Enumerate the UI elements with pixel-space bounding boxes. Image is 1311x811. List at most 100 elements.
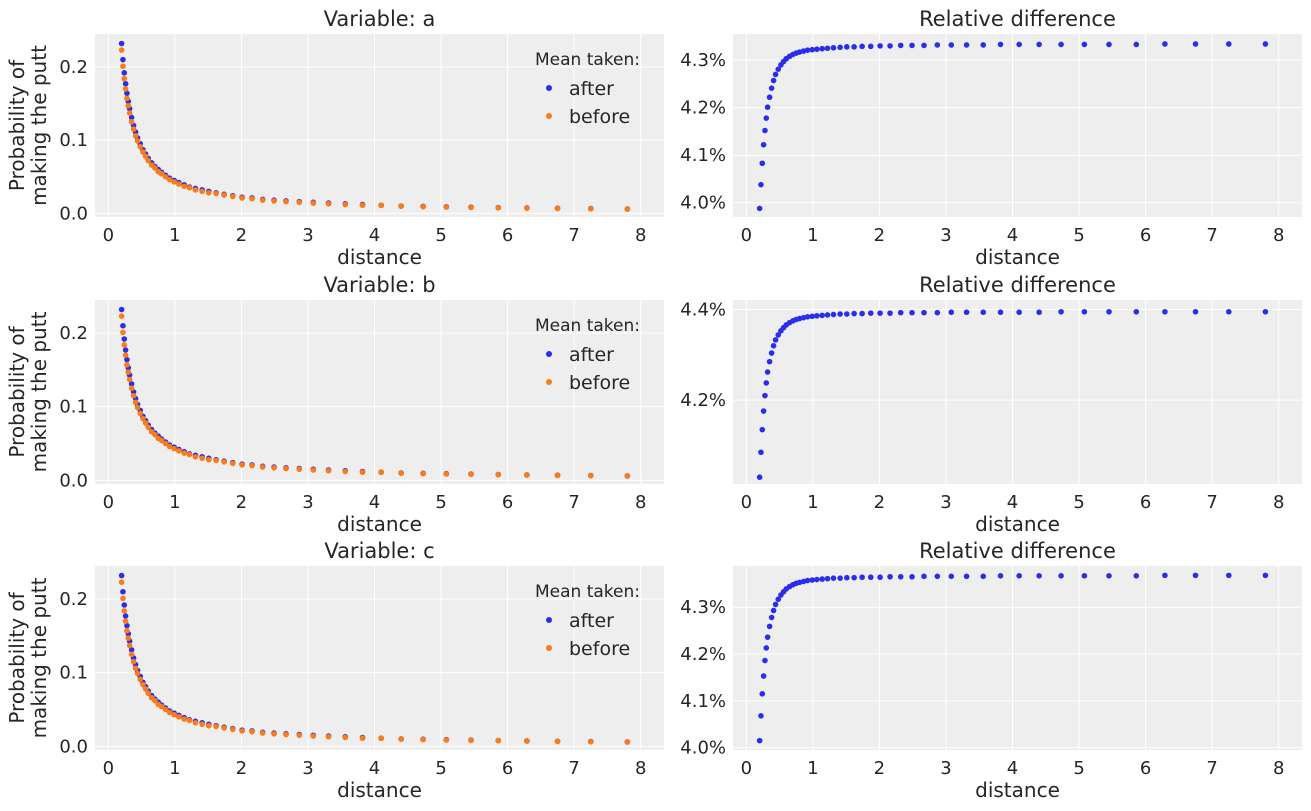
data-point-after <box>1106 41 1112 48</box>
data-point-before <box>142 153 149 160</box>
data-point-before <box>624 739 631 745</box>
data-point-before <box>468 737 474 744</box>
chart-title: Variable: c <box>324 539 434 563</box>
x-axis-label: distance <box>975 245 1060 269</box>
data-point-after <box>764 634 771 640</box>
x-tick-label: 1 <box>807 492 818 513</box>
x-axis-label: distance <box>337 245 422 269</box>
data-point-after <box>128 114 135 121</box>
data-point-after <box>1016 309 1022 316</box>
data-point-before <box>132 399 139 406</box>
data-point-after <box>118 306 125 313</box>
data-point-before <box>122 86 129 92</box>
data-point-after <box>1262 308 1269 315</box>
data-point-after <box>814 313 820 319</box>
data-point-before <box>192 453 199 460</box>
data-point-before <box>121 608 128 614</box>
x-tick-label: 3 <box>302 758 313 779</box>
data-point-before <box>134 670 141 677</box>
x-tick-label: 7 <box>568 225 579 246</box>
x-tick-label: 6 <box>502 492 513 513</box>
data-point-before <box>206 722 212 729</box>
data-point-before <box>145 424 152 431</box>
data-point-before <box>325 467 332 474</box>
data-point-after <box>897 309 904 316</box>
data-point-after <box>921 573 927 580</box>
data-point-after <box>877 574 883 581</box>
data-point-before <box>229 460 236 467</box>
data-point-after <box>1106 573 1112 579</box>
data-point-before <box>342 734 349 741</box>
chart-title: Variable: a <box>324 7 436 31</box>
data-point-after <box>770 77 777 84</box>
x-tick-label: 4 <box>369 758 380 779</box>
data-point-after <box>772 71 779 78</box>
data-point-before <box>199 721 205 728</box>
data-point-before <box>359 202 366 209</box>
legend-label-before: before <box>569 638 630 660</box>
legend-marker-before <box>546 645 552 651</box>
chart-title: Relative difference <box>919 539 1116 563</box>
data-point-before <box>137 143 144 150</box>
data-point-after <box>809 46 815 53</box>
data-point-before <box>443 737 450 743</box>
data-point-before <box>199 188 205 195</box>
data-point-after <box>120 322 126 329</box>
y-tick-label: 4.2% <box>680 98 726 119</box>
data-point-before <box>132 132 139 139</box>
legend-label-after: after <box>569 610 614 632</box>
data-point-before <box>524 472 530 478</box>
data-point-before <box>137 410 144 417</box>
data-point-after <box>763 115 770 121</box>
data-point-after <box>887 573 893 580</box>
data-point-after <box>760 408 767 414</box>
data-point-after <box>1192 572 1199 579</box>
data-point-after <box>934 573 941 580</box>
data-point-after <box>1058 573 1064 579</box>
x-tick-label: 2 <box>236 492 247 513</box>
y-tick-label: 4.3% <box>680 597 726 618</box>
data-point-before <box>120 63 126 70</box>
legend-title: Mean taken: <box>535 316 640 336</box>
data-point-after <box>980 42 987 48</box>
data-point-before <box>587 738 594 745</box>
data-point-after <box>921 309 927 316</box>
panel-3: Variable: b 0 1 2 3 4 5 6 7 8 0.0 0.1 0.2 distance Pro… <box>5 273 664 536</box>
data-point-before <box>125 635 132 641</box>
data-point-before <box>213 190 219 197</box>
data-point-before <box>249 195 255 202</box>
y-axis-label: Probability of <box>5 591 29 723</box>
data-point-before <box>128 119 135 125</box>
data-point-after <box>756 737 763 744</box>
y-axis-label: Probability of <box>5 59 29 191</box>
data-point-before <box>296 732 303 739</box>
y-tick-label: 0.0 <box>59 470 88 491</box>
legend-title: Mean taken: <box>535 50 640 70</box>
data-point-after <box>1225 572 1232 579</box>
data-point-before <box>171 445 177 452</box>
data-point-after <box>844 574 850 581</box>
data-point-before <box>468 471 474 478</box>
data-point-before <box>249 462 255 469</box>
x-tick-label: 4 <box>1007 492 1018 513</box>
legend-marker-before <box>546 379 552 385</box>
data-point-after <box>758 713 764 719</box>
data-point-before <box>166 176 173 183</box>
data-point-before <box>166 709 173 716</box>
data-point-before <box>171 179 177 185</box>
data-point-before <box>554 738 561 745</box>
data-point-after <box>824 312 831 318</box>
data-point-after <box>775 66 782 72</box>
data-point-before <box>624 206 631 212</box>
x-tick-label: 0 <box>741 492 752 513</box>
data-point-after <box>844 311 850 317</box>
data-point-after <box>804 313 811 320</box>
data-point-after <box>921 42 927 49</box>
data-point-after <box>770 607 777 614</box>
data-point-before <box>120 595 126 602</box>
data-point-after <box>830 44 837 51</box>
x-tick-label: 5 <box>435 758 446 779</box>
data-point-after <box>980 309 987 316</box>
x-tick-label: 8 <box>1273 492 1284 513</box>
data-point-before <box>126 376 133 383</box>
